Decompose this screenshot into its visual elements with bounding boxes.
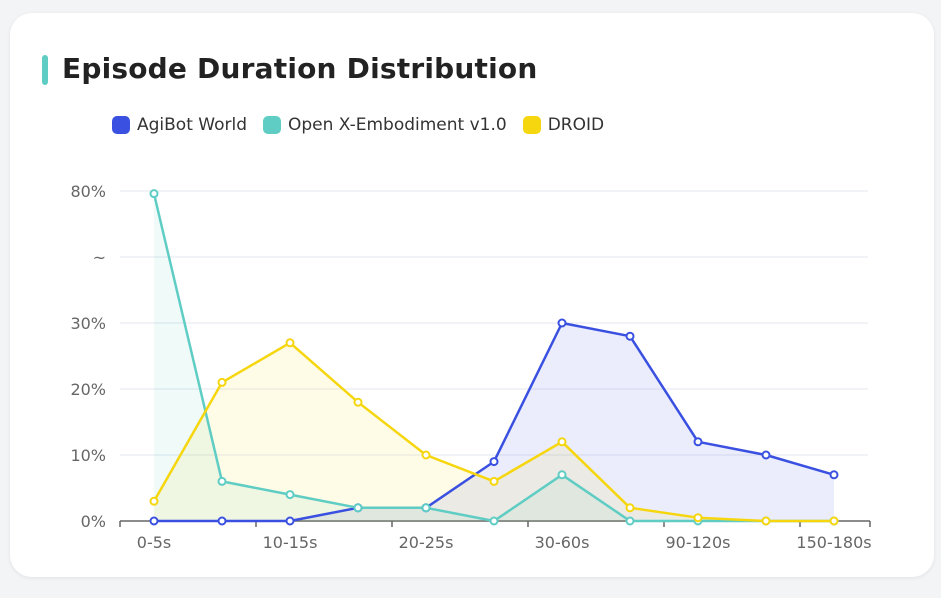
data-point: [829, 516, 839, 526]
data-point: [625, 516, 635, 526]
data-point: [421, 450, 431, 460]
chart-title: Episode Duration Distribution: [62, 52, 538, 85]
y-tick-label: 30%: [70, 314, 106, 333]
series-area: [154, 323, 834, 521]
y-tick-label: 10%: [70, 446, 106, 465]
data-point: [149, 516, 159, 526]
legend-label: DROID: [547, 115, 605, 135]
data-point: [557, 470, 567, 480]
data-point: [285, 338, 295, 348]
x-tick-label: 20-25s: [399, 533, 454, 552]
data-point: [761, 516, 771, 526]
data-point: [217, 377, 227, 387]
data-point: [761, 450, 771, 460]
legend-item[interactable]: AgiBot World: [112, 115, 247, 135]
legend-label: AgiBot World: [137, 115, 247, 135]
series-area: [154, 193, 834, 521]
data-point: [217, 476, 227, 486]
series-area: [154, 342, 834, 521]
y-tick-label: 80%: [70, 182, 106, 201]
x-tick-label: 30-60s: [535, 533, 590, 552]
x-tick-label: 150-180s: [796, 533, 871, 552]
data-point: [489, 476, 499, 486]
data-point: [625, 503, 635, 513]
data-point: [693, 513, 703, 523]
legend-swatch: [112, 116, 130, 134]
x-tick-label: 0-5s: [137, 533, 171, 552]
title-accent-bar: [42, 55, 48, 85]
x-tick-label: 90-120s: [665, 533, 730, 552]
data-point: [489, 457, 499, 467]
data-point: [217, 516, 227, 526]
data-point: [625, 331, 635, 341]
legend-item[interactable]: Open X-Embodiment v1.0: [263, 115, 507, 135]
data-point: [421, 503, 431, 513]
data-point: [285, 516, 295, 526]
data-point: [557, 318, 567, 328]
data-point: [557, 437, 567, 447]
data-point: [285, 490, 295, 500]
x-tick-label: 10-15s: [263, 533, 318, 552]
y-tick-label: 0%: [81, 512, 106, 531]
y-tick-label: ~: [93, 248, 106, 267]
legend-item[interactable]: DROID: [522, 115, 605, 135]
data-point: [353, 503, 363, 513]
data-point: [829, 470, 839, 480]
data-point: [693, 437, 703, 447]
data-point: [149, 189, 159, 199]
y-tick-label: 20%: [70, 380, 106, 399]
legend-label: Open X-Embodiment v1.0: [288, 115, 507, 135]
data-point: [353, 397, 363, 407]
legend-swatch: [522, 116, 541, 134]
data-point: [149, 496, 159, 506]
legend-swatch: [263, 116, 281, 134]
legend: AgiBot World Open X-Embodiment v1.0 DROID: [112, 115, 604, 135]
data-point: [489, 516, 499, 526]
